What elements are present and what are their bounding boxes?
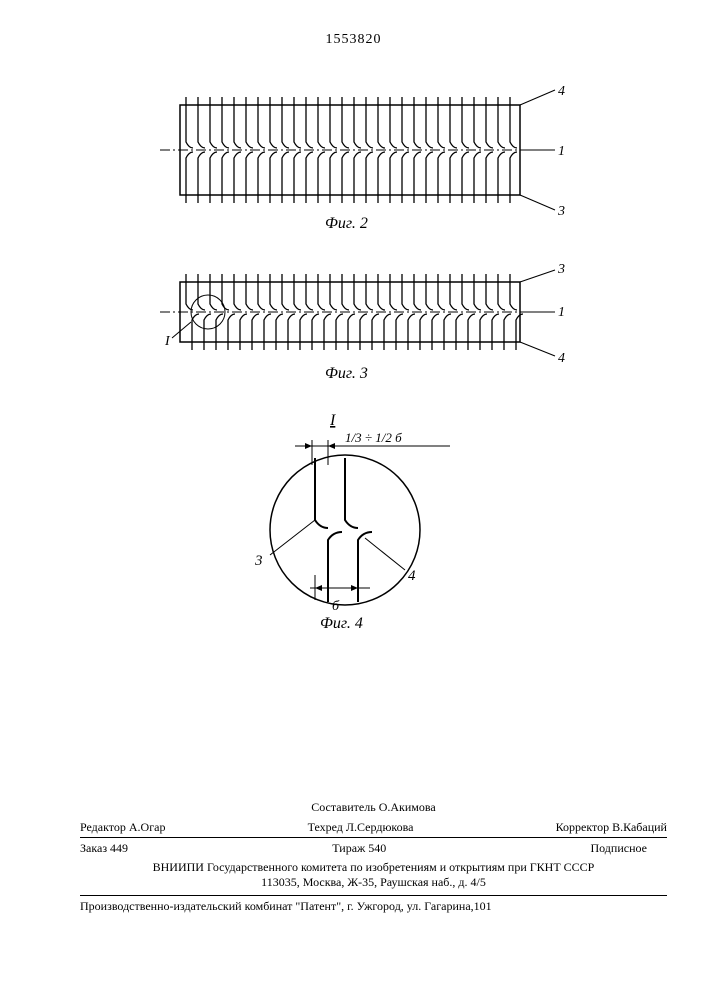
fig3-label-1: 1: [558, 305, 565, 320]
address-1: 113035, Москва, Ж-35, Раушская наб., д. …: [80, 875, 667, 895]
fig4-label-I: I: [329, 412, 336, 429]
subscription: Подписное: [590, 841, 667, 857]
figure-3-svg: I 3 1 4: [160, 260, 560, 365]
page: 1553820 4 1 3 Фиг. 2 I: [0, 0, 707, 1000]
fig2-label-3: 3: [557, 204, 565, 219]
figure-3-caption: Фиг. 3: [325, 365, 368, 383]
document-number: 1553820: [326, 32, 382, 48]
compiler: Составитель О.Акимова: [311, 800, 435, 816]
order-number: Заказ 449: [80, 841, 148, 857]
credits-block: Составитель О.Акимова Редактор А.Огар Те…: [80, 800, 667, 915]
editor: Редактор А.Огар: [80, 820, 165, 836]
figure-4: I 1/3 ÷ 1/2 б 3 4: [250, 410, 480, 620]
fig3-label-4: 4: [558, 351, 565, 366]
fig2-label-4: 4: [558, 84, 565, 99]
figure-2-svg: 4 1 3: [160, 85, 560, 215]
figure-2: 4 1 3: [160, 85, 560, 220]
fig4-label-4: 4: [408, 568, 416, 584]
figure-4-svg: I 1/3 ÷ 1/2 б 3 4: [250, 410, 480, 615]
fig3-label-detail: I: [164, 334, 171, 349]
fig4-label-ratio: 1/3 ÷ 1/2 б: [345, 430, 402, 445]
tirage: Тираж 540: [332, 841, 406, 857]
fig4-label-b: б: [332, 599, 340, 614]
corrector: Корректор В.Кабаций: [556, 820, 667, 836]
organization: ВНИИПИ Государственного комитета по изоб…: [80, 860, 667, 876]
footer-publisher: Производственно-издательский комбинат "П…: [80, 895, 667, 915]
fig4-label-3: 3: [254, 553, 263, 569]
figure-2-caption: Фиг. 2: [325, 215, 368, 233]
figure-3: I 3 1 4: [160, 260, 560, 370]
tehred: Техред Л.Сердюкова: [308, 820, 414, 836]
figure-4-caption: Фиг. 4: [320, 615, 363, 633]
fig2-label-1: 1: [558, 144, 565, 159]
fig3-label-3: 3: [557, 262, 565, 277]
